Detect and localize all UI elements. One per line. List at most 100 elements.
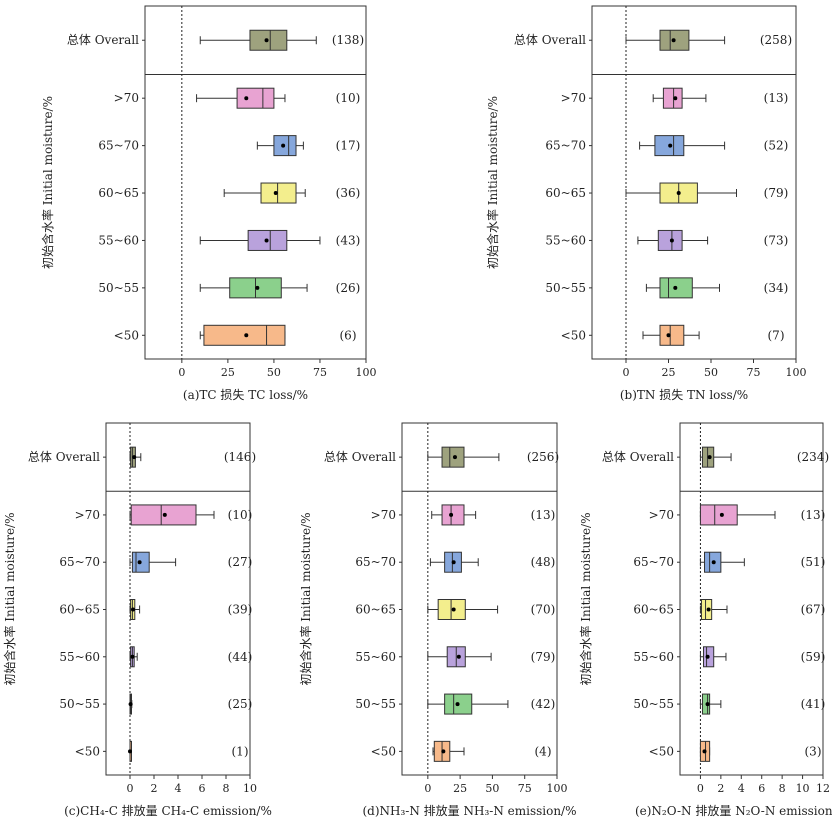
box-row-5: 50~55 (26) [98, 277, 361, 299]
box-row-3: 60~65 (79) [545, 182, 789, 204]
mean-marker [273, 191, 278, 196]
sample-count: (67) [801, 603, 826, 617]
category-label: 65~70 [59, 555, 100, 569]
sample-count: (13) [764, 91, 789, 105]
box-row-2: 65~70 (51) [633, 551, 826, 573]
x-tick-label: 75 [313, 366, 327, 379]
box-row-6: <50 (1) [75, 740, 249, 762]
category-label: 55~60 [98, 233, 139, 247]
mean-marker [707, 455, 712, 460]
mean-marker [705, 654, 710, 659]
category-label: <50 [561, 328, 586, 342]
sample-count: (17) [336, 139, 361, 153]
box-row-5: 50~55 (41) [633, 693, 826, 715]
chart-panel-1: 0 25 50 75 100 (a)TC 损失 TC loss/% 初始含水率 Initia… [40, 5, 377, 402]
category-label: 50~55 [545, 281, 586, 295]
sample-count: (26) [336, 281, 361, 295]
x-tick-label: 100 [786, 366, 807, 379]
mean-marker [441, 749, 446, 754]
x-tick-label: 4 [175, 782, 182, 795]
sample-count: (3) [805, 744, 822, 758]
category-label: 50~55 [355, 697, 396, 711]
chart-panel-5: 0 2 4 6 8 10 12 (e)N₂O-N 排放量 N₂O-N emission/% 初始… [578, 422, 832, 818]
box-row-4: 55~60 (59) [633, 646, 825, 668]
box-row-2: 65~70 (52) [545, 135, 788, 157]
box-row-5: 50~55 (25) [59, 693, 253, 715]
mean-marker [705, 702, 710, 707]
mean-marker [711, 560, 716, 565]
category-label: 总体 Overall [514, 33, 586, 47]
x-tick-label: 0 [697, 782, 704, 795]
sample-count: (25) [228, 697, 253, 711]
mean-marker [128, 749, 132, 754]
plot-frame [591, 5, 797, 360]
sample-count: (36) [336, 186, 361, 200]
box-row-3: 60~65 (70) [355, 599, 555, 621]
sample-count: (1) [232, 744, 249, 758]
box-row-2: 65~70 (48) [355, 551, 555, 573]
mean-marker [244, 96, 249, 101]
category-label: >70 [371, 508, 396, 522]
x-tick-label: 25 [453, 782, 467, 795]
category-label: 50~55 [59, 697, 100, 711]
x-tick-label: 2 [717, 782, 724, 795]
category-label: 50~55 [98, 281, 139, 295]
x-tick-label: 0 [424, 782, 431, 795]
sample-count: (27) [228, 555, 253, 569]
box-row-6: <50 (4) [371, 740, 552, 762]
x-tick-label: 12 [816, 782, 830, 795]
box-row-1: >70 (13) [649, 504, 826, 526]
category-label: <50 [114, 328, 139, 342]
mean-marker [668, 143, 673, 148]
box-row-1: >70 (10) [75, 504, 252, 526]
sample-count: (13) [531, 508, 556, 522]
category-label: 55~60 [545, 233, 586, 247]
y-axis-label: 初始含水率 Initial moisture/% [485, 96, 500, 269]
box-row-0: 总体 Overall (258) [514, 29, 792, 51]
box-row-1: >70 (13) [371, 504, 556, 526]
sample-count: (10) [336, 91, 361, 105]
mean-marker [130, 654, 135, 659]
x-tick-label: 75 [518, 782, 532, 795]
sample-count: (13) [801, 508, 826, 522]
x-tick-label: 100 [547, 782, 568, 795]
x-tick-label: 10 [796, 782, 810, 795]
box-row-0: 总体 Overall (234) [602, 446, 829, 468]
sample-count: (138) [332, 33, 364, 47]
category-label: 55~60 [355, 650, 396, 664]
x-tick-label: 2 [151, 782, 158, 795]
box-row-2: 65~70 (27) [59, 551, 253, 573]
mean-marker [456, 654, 461, 659]
mean-marker [451, 560, 456, 565]
y-axis-label: 初始含水率 Initial moisture/% [2, 512, 17, 685]
chart-panel-4: 0 25 50 75 100 (d)NH₃-N 排放量 NH₃-N emission/% 初… [298, 422, 577, 818]
x-tick-label: 8 [223, 782, 230, 795]
box-row-1: >70 (13) [561, 87, 789, 109]
x-axis-label: (b)TN 损失 TN loss/% [620, 387, 748, 402]
box-row-3: 60~65 (39) [59, 599, 252, 621]
iqr-box [700, 599, 713, 621]
mean-marker [131, 607, 135, 612]
sample-count: (41) [801, 697, 826, 711]
mean-marker [719, 512, 724, 517]
category-label: 总体 Overall [602, 450, 674, 464]
plot-frame [679, 422, 824, 776]
category-label: 55~60 [59, 650, 100, 664]
x-tick-label: 50 [267, 366, 281, 379]
category-label: 总体 Overall [324, 450, 396, 464]
x-tick-label: 0 [178, 366, 185, 379]
mean-marker [706, 607, 711, 612]
sample-count: (79) [764, 186, 789, 200]
mean-marker [455, 702, 460, 707]
mean-marker [255, 285, 260, 290]
chart-panel-2: 0 25 50 75 100 (b)TN 损失 TN loss/% 初始含水率 Initia… [485, 5, 807, 402]
x-tick-label: 50 [485, 782, 499, 795]
sample-count: (51) [801, 555, 826, 569]
mean-marker [137, 560, 142, 565]
category-label: 60~65 [355, 603, 396, 617]
x-tick-label: 0 [623, 366, 630, 379]
x-tick-label: 6 [758, 782, 765, 795]
plot-frame [401, 422, 558, 776]
chart-panel-3: 0 2 4 6 8 10 (c)CH₄-C 排放量 CH₄-C emission/% 初始含水… [2, 422, 272, 818]
